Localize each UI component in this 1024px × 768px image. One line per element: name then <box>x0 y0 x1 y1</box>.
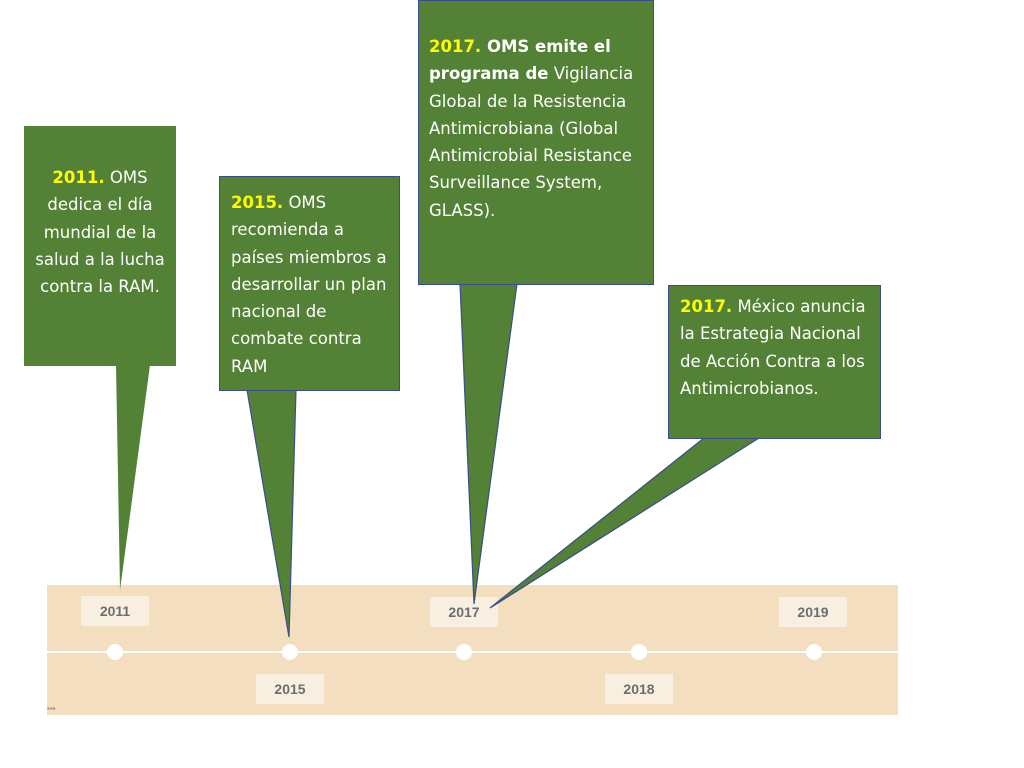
tail-2011 <box>116 365 150 590</box>
logo-fragment: ▪▪▪ <box>47 705 56 713</box>
callout-2017-glass: 2017. OMS emite el programa de Vigilanci… <box>418 0 654 285</box>
tail-2017b <box>489 437 762 609</box>
year-label-2011: 2011 <box>81 596 149 626</box>
callout-2017-glass-year: 2017. <box>429 37 482 56</box>
tail-2015 <box>246 389 297 638</box>
timeline-dot-2017 <box>456 644 472 660</box>
tail-2017a <box>459 283 518 605</box>
year-label-2017: 2017 <box>430 597 498 627</box>
callout-2015-text: OMS recomienda a países miembros a desar… <box>231 193 387 376</box>
callout-2017-mexico-year: 2017. <box>680 297 733 316</box>
callout-2015: 2015. OMS recomienda a países miembros a… <box>219 176 400 391</box>
year-label-2019: 2019 <box>779 597 847 627</box>
callout-2011: 2011. OMS dedica el día mundial de la sa… <box>24 126 176 366</box>
timeline-axis <box>47 651 898 653</box>
year-label-2015: 2015 <box>256 674 324 704</box>
callout-2011-text: OMS dedica el día mundial de la salud a … <box>35 168 165 297</box>
callout-2017-glass-bold: OMS emite el programa de <box>429 37 611 84</box>
timeline-dot-2019 <box>806 644 822 660</box>
timeline-dot-2011 <box>107 644 123 660</box>
callout-2017-mexico-text: México anuncia la Estrategia Nacional de… <box>680 297 866 398</box>
year-label-2018: 2018 <box>605 674 673 704</box>
callout-2017-glass-text: Vigilancia Global de la Resistencia Anti… <box>429 64 634 220</box>
timeline-dot-2015 <box>282 644 298 660</box>
callout-2011-year: 2011. <box>52 168 105 187</box>
timeline-dot-2018 <box>631 644 647 660</box>
callout-2015-year: 2015. <box>231 193 284 212</box>
callout-2017-mexico: 2017. México anuncia la Estrategia Nacio… <box>668 285 881 439</box>
